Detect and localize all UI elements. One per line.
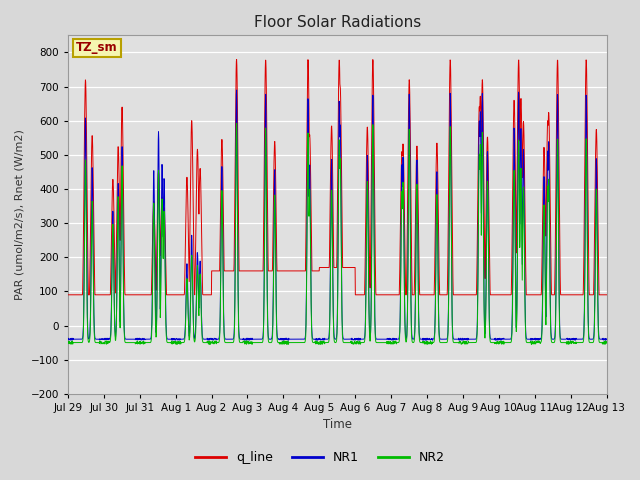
X-axis label: Time: Time	[323, 419, 352, 432]
Text: TZ_sm: TZ_sm	[76, 41, 118, 54]
Legend: q_line, NR1, NR2: q_line, NR1, NR2	[190, 446, 450, 469]
Y-axis label: PAR (umol/m2/s), Rnet (W/m2): PAR (umol/m2/s), Rnet (W/m2)	[15, 129, 25, 300]
Title: Floor Solar Radiations: Floor Solar Radiations	[253, 15, 421, 30]
